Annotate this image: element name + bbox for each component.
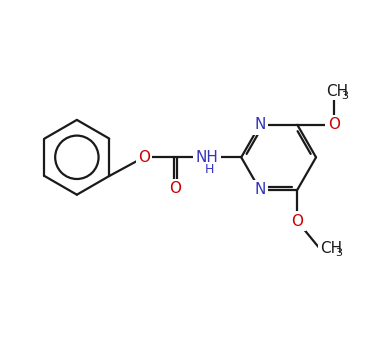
Text: NH: NH [195,150,218,165]
Text: N: N [254,182,265,197]
Text: N: N [254,117,265,132]
Text: O: O [328,117,340,132]
Text: 3: 3 [335,248,342,258]
Text: CH: CH [326,84,348,99]
Text: H: H [205,163,214,176]
Text: 3: 3 [342,91,349,101]
Text: O: O [138,150,150,165]
Text: CH: CH [320,241,342,256]
Text: O: O [291,214,303,229]
Text: O: O [169,181,181,196]
